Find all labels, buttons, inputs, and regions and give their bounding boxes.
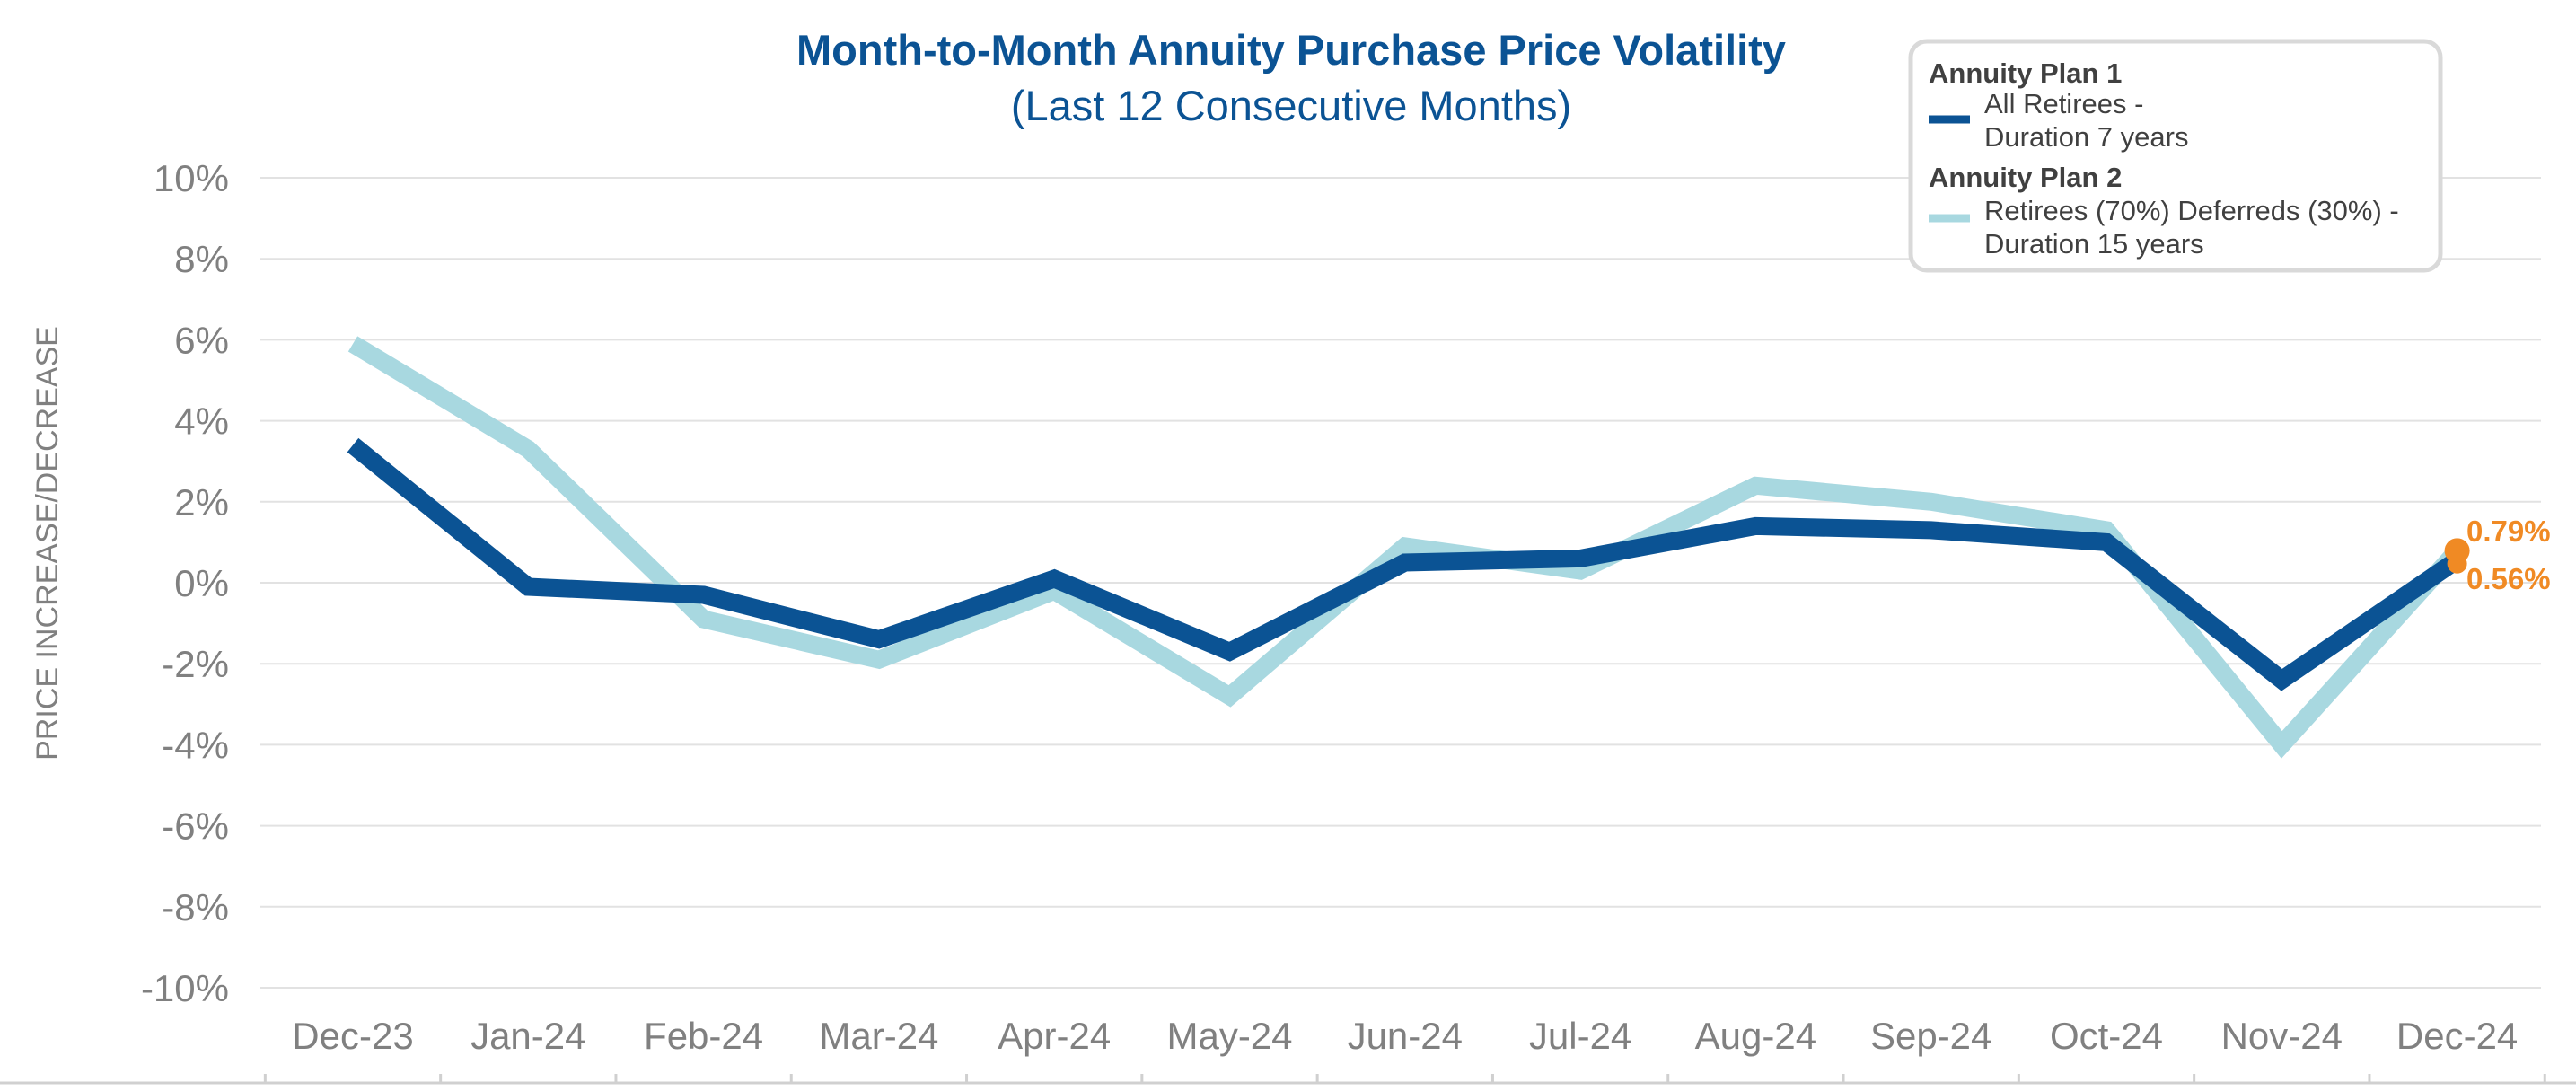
- y-tick-label: 4%: [174, 400, 229, 443]
- y-tick-label: 8%: [174, 238, 229, 280]
- x-tick-label: Jun-24: [1348, 1015, 1463, 1057]
- y-tick-label: 6%: [174, 319, 229, 361]
- end-point-marker: [2447, 553, 2467, 574]
- x-tick-label: Aug-24: [1695, 1015, 1816, 1057]
- data-label-annotation: 0.56%: [2466, 562, 2551, 595]
- y-axis-label: PRICE INCREASE/DECREASE: [31, 326, 65, 761]
- y-tick-label: -8%: [162, 886, 229, 928]
- x-tick-label: Dec-24: [2396, 1015, 2518, 1057]
- data-label-annotation: 0.79%: [2466, 515, 2551, 548]
- end-annotations: 0.79% 0.56%: [2444, 515, 2551, 595]
- legend-item-1-line1: All Retirees -: [1984, 88, 2143, 119]
- legend-item-1-line2: Duration 7 years: [1984, 121, 2188, 153]
- x-tick-label: Nov-24: [2221, 1015, 2343, 1057]
- y-tick-label: -6%: [162, 805, 229, 848]
- chart-subtitle: (Last 12 Consecutive Months): [1011, 82, 1571, 129]
- series-lines: [347, 336, 2465, 759]
- x-tick-label: Oct-24: [2050, 1015, 2163, 1057]
- x-axis: Dec-23 Jan-24 Feb-24 Mar-24 Apr-24 May-24 Jun-…: [0, 1015, 2576, 1085]
- y-tick-label: -10%: [141, 967, 229, 1009]
- legend-box: [1908, 39, 2443, 273]
- legend-item-2-line1: Retirees (70%) Deferreds (30%) -: [1984, 195, 2399, 226]
- chart-title: Month-to-Month Annuity Purchase Price Vo…: [796, 26, 1786, 74]
- x-tick-label: Mar-24: [819, 1015, 938, 1057]
- x-tick-label: Jul-24: [1529, 1015, 1631, 1057]
- x-tick-label: Feb-24: [644, 1015, 763, 1057]
- series-line-plan-2: [347, 336, 2465, 759]
- legend-group-2-title: Annuity Plan 2: [1929, 162, 2122, 193]
- gridlines: [260, 177, 2541, 989]
- x-tick-label: Dec-23: [292, 1015, 413, 1057]
- y-tick-label: 0%: [174, 562, 229, 604]
- x-tick-label: May-24: [1166, 1015, 1292, 1057]
- x-tick-label: Sep-24: [1870, 1015, 1991, 1057]
- y-tick-label: -4%: [162, 724, 229, 766]
- series-line-plan-1: [347, 437, 2463, 691]
- y-axis: 10% 8% 6% 4% 2% 0% -2% -4% -6% -8% -10%: [141, 157, 229, 1009]
- y-tick-label: 2%: [174, 481, 229, 524]
- y-tick-label: 10%: [154, 157, 229, 199]
- legend: Annuity Plan 1 All Retirees - Duration 7…: [1908, 39, 2443, 273]
- x-tick-label: Apr-24: [998, 1015, 1111, 1057]
- x-tick-label: Jan-24: [470, 1015, 585, 1057]
- legend-group-1-title: Annuity Plan 1: [1929, 57, 2122, 89]
- y-tick-label: -2%: [162, 643, 229, 685]
- legend-item-2-line2: Duration 15 years: [1984, 228, 2204, 260]
